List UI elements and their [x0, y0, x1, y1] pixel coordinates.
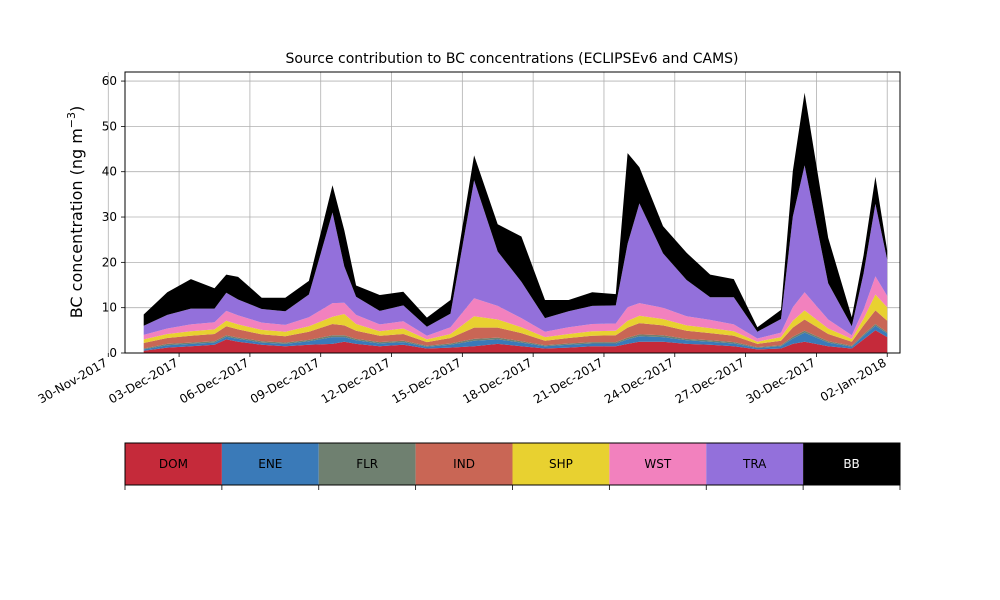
legend-swatch-shp: [512, 443, 610, 485]
area-shp: [143, 294, 888, 344]
x-tick-label: 30-Dec-2017: [744, 355, 818, 406]
y-axis: 0 10 20 30 40 50 60: [102, 74, 125, 360]
legend-swatch-tra: [706, 443, 804, 485]
legend-colorbar: DOM ENE FLR IND SHP WST TRA BB: [124, 442, 901, 490]
x-tick-label: 27-Dec-2017: [673, 355, 747, 406]
plot-frame: [124, 71, 901, 354]
area-bb: [143, 92, 888, 332]
legend-label-tra: TRA: [742, 457, 767, 471]
chart-title: Source contribution to BC concentrations…: [285, 51, 738, 67]
x-tick-label: 30-Nov-2017: [36, 355, 110, 406]
legend-label-ene: ENE: [258, 457, 282, 471]
legend-label-shp: SHP: [549, 457, 573, 471]
y-tick-label: 20: [102, 255, 117, 269]
y-axis-label-main: BC concentration (ng m: [67, 128, 86, 318]
legend-label-flr: FLR: [356, 457, 378, 471]
x-tick-label: 09-Dec-2017: [248, 355, 322, 406]
x-tick-label: 15-Dec-2017: [390, 355, 464, 406]
x-tick-label: 21-Dec-2017: [531, 355, 605, 406]
y-axis-label-superscript: −3: [65, 112, 78, 128]
legend-label-dom: DOM: [159, 457, 188, 471]
x-tick-label: 06-Dec-2017: [177, 355, 251, 406]
legend-swatch-ind: [415, 443, 513, 485]
area-dom: [143, 330, 888, 353]
y-tick-label: 60: [102, 74, 117, 88]
area-tra: [143, 165, 888, 339]
x-axis: 30-Nov-201703-Dec-201706-Dec-201709-Dec-…: [36, 353, 889, 406]
area-wst: [143, 276, 888, 342]
legend-swatch-bb: [803, 443, 900, 485]
stacked-areas: [143, 92, 888, 353]
y-axis-label-suffix: ): [67, 106, 86, 112]
area-ind: [143, 310, 888, 349]
legend-swatch-wst: [609, 443, 707, 485]
legend-swatch-dom: [125, 443, 222, 485]
legend-swatch-flr: [318, 443, 416, 485]
plot-area: 0 10 20 30 40 50 60 30-Nov-201703-Dec-201706-D…: [36, 71, 901, 406]
y-tick-label: 0: [109, 346, 117, 360]
y-tick-label: 10: [102, 301, 117, 315]
y-tick-label: 40: [102, 165, 117, 179]
legend-swatch-ene: [221, 443, 319, 485]
y-axis-label: BC concentration (ng m−3): [65, 106, 86, 319]
x-tick-label: 12-Dec-2017: [319, 355, 393, 406]
x-tick-label: 18-Dec-2017: [460, 355, 534, 406]
legend-label-bb: BB: [843, 457, 859, 471]
x-tick-label: 24-Dec-2017: [602, 355, 676, 406]
legend-label-wst: WST: [644, 457, 671, 471]
y-tick-label: 30: [102, 210, 117, 224]
x-tick-label: 02-Jan-2018: [818, 355, 889, 404]
y-tick-label: 50: [102, 119, 117, 133]
x-tick-label: 03-Dec-2017: [106, 355, 180, 406]
legend-label-ind: IND: [453, 457, 475, 471]
